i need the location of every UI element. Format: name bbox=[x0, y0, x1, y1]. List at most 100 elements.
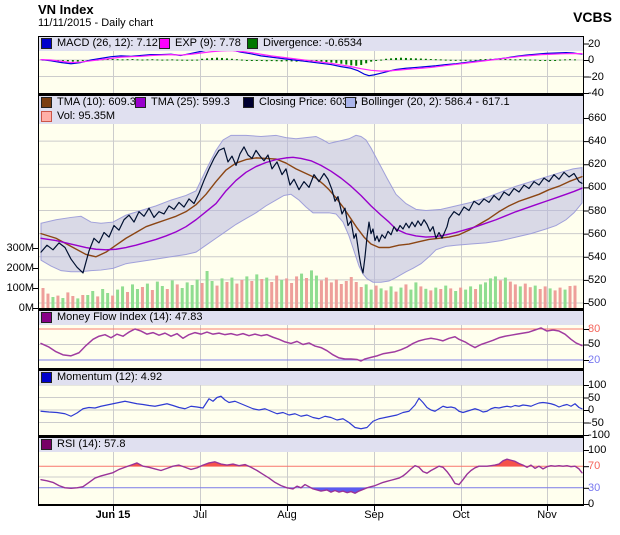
volume-bar bbox=[185, 282, 189, 308]
volume-bar bbox=[573, 285, 577, 308]
divergence-bar bbox=[121, 59, 124, 61]
y-axis-label: 520 bbox=[588, 273, 607, 286]
bollinger-band bbox=[40, 134, 583, 283]
volume-bar bbox=[503, 277, 507, 308]
divergence-bar bbox=[534, 59, 537, 61]
volume-bar bbox=[344, 281, 348, 308]
divergence-bar bbox=[464, 59, 467, 61]
volume-bar bbox=[106, 293, 110, 308]
volume-bar bbox=[126, 292, 130, 308]
volume-bar bbox=[389, 286, 393, 308]
volume-bar bbox=[364, 284, 368, 308]
divergence-bar bbox=[146, 59, 149, 61]
series-tma-25 bbox=[40, 156, 583, 251]
divergence-bar bbox=[116, 59, 119, 61]
divergence-bar bbox=[151, 59, 154, 61]
x-axis-month-label: Aug bbox=[277, 509, 297, 521]
y-axis-label: 600 bbox=[588, 181, 607, 194]
divergence-bar bbox=[171, 59, 174, 61]
divergence-bar bbox=[106, 58, 109, 61]
volume-bar bbox=[508, 281, 512, 308]
divergence-bar bbox=[211, 57, 214, 61]
volume-bar bbox=[290, 283, 294, 308]
divergence-bar bbox=[375, 60, 378, 62]
volume-bar bbox=[225, 282, 229, 308]
divergence-bar bbox=[365, 60, 368, 64]
volume-bar bbox=[449, 288, 453, 308]
divergence-bar bbox=[126, 59, 129, 61]
divergence-bar bbox=[350, 60, 353, 66]
price-plot bbox=[39, 96, 583, 308]
macd-legend: MACD (26, 12): 7.127 EXP (9): 7.78 Diverge… bbox=[39, 37, 583, 51]
y-axis-label: -50 bbox=[588, 416, 604, 429]
legend-label: Money Flow Index (14): 47.83 bbox=[57, 311, 203, 323]
divergence-bar bbox=[524, 59, 527, 61]
legend-swatch-icon bbox=[41, 38, 52, 49]
divergence-bar bbox=[395, 57, 398, 61]
volume-bar bbox=[255, 274, 259, 308]
divergence-bar bbox=[539, 60, 542, 62]
volume-bar bbox=[170, 280, 174, 308]
legend-label: MACD (26, 12): 7.127 bbox=[57, 37, 164, 49]
divergence-bar bbox=[574, 59, 576, 61]
divergence-bar bbox=[111, 59, 114, 61]
y-axis-label: 620 bbox=[588, 158, 607, 171]
divergence-bar bbox=[380, 59, 383, 61]
momentum-legend: Momentum (12): 4.92 bbox=[39, 371, 583, 385]
volume-bar bbox=[518, 286, 522, 308]
volume-bar bbox=[439, 289, 443, 308]
volume-bar bbox=[498, 280, 502, 308]
volume-bar bbox=[339, 284, 343, 308]
volume-bar bbox=[145, 283, 149, 308]
divergence-bar bbox=[225, 58, 228, 61]
volume-bar bbox=[523, 283, 527, 308]
brand-logo: VCBS bbox=[573, 9, 612, 25]
volume-bar bbox=[553, 290, 557, 308]
volume-bar bbox=[111, 295, 115, 308]
volume-axis-label: 300M bbox=[6, 242, 34, 254]
divergence-bar bbox=[449, 59, 452, 61]
volume-bar bbox=[235, 283, 239, 308]
volume-bar bbox=[260, 279, 264, 308]
panel-rsi: RSI (14): 57.8 bbox=[38, 437, 584, 506]
legend-swatch-icon bbox=[41, 111, 52, 122]
divergence-bar bbox=[216, 57, 219, 61]
y-axis-label: 50 bbox=[588, 338, 601, 351]
divergence-bar bbox=[419, 58, 422, 61]
rsi-legend: RSI (14): 57.8 bbox=[39, 438, 583, 452]
divergence-bar bbox=[444, 59, 447, 61]
volume-bar bbox=[479, 284, 483, 308]
y-axis-label: 640 bbox=[588, 135, 607, 148]
volume-bar bbox=[384, 290, 388, 308]
divergence-bar bbox=[459, 59, 462, 61]
divergence-bar bbox=[230, 58, 233, 61]
volume-bar bbox=[548, 288, 552, 308]
volume-bar bbox=[76, 298, 80, 308]
divergence-bar bbox=[285, 60, 288, 62]
divergence-bar bbox=[320, 60, 323, 62]
legend-label: Vol: 95.35M bbox=[57, 110, 116, 122]
divergence-bar bbox=[360, 60, 363, 65]
divergence-bar bbox=[290, 60, 293, 62]
volume-bar bbox=[240, 280, 244, 308]
volume-bar bbox=[329, 282, 333, 308]
divergence-bar bbox=[569, 59, 572, 61]
divergence-bar bbox=[439, 59, 442, 61]
legend-item: Momentum (12): 4.92 bbox=[41, 371, 162, 384]
volume-bar bbox=[399, 287, 403, 308]
volume-bar bbox=[215, 285, 219, 308]
volume-bar bbox=[160, 286, 164, 308]
volume-bar bbox=[280, 280, 284, 308]
volume-bar bbox=[409, 289, 413, 308]
volume-bar bbox=[419, 286, 423, 308]
volume-bar bbox=[71, 296, 75, 308]
volume-bar bbox=[538, 289, 542, 308]
volume-bar bbox=[140, 287, 144, 308]
divergence-bar bbox=[176, 59, 179, 61]
legend-swatch-icon bbox=[247, 38, 258, 49]
divergence-bar bbox=[345, 60, 348, 65]
volume-bar bbox=[250, 281, 254, 308]
divergence-bar bbox=[235, 59, 238, 61]
series-momentum-12 bbox=[40, 395, 583, 430]
divergence-bar bbox=[544, 60, 547, 62]
